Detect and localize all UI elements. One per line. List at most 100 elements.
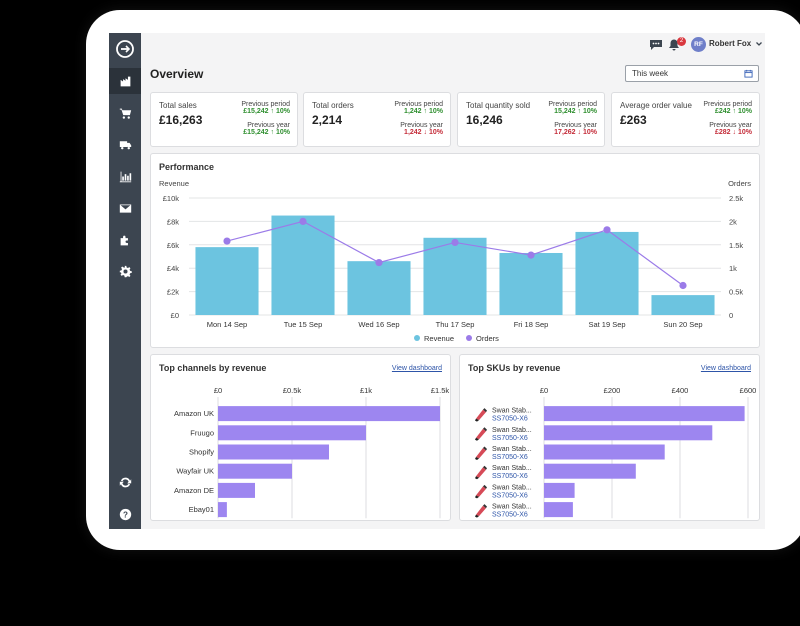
sidebar-item-sync[interactable] (109, 469, 141, 495)
revenue-bar[interactable] (218, 425, 366, 441)
y2-tick-label: 0.5k (729, 288, 743, 297)
sku-name: Swan Stab... (492, 427, 532, 434)
prev-period-amount: £15,242 (243, 108, 269, 115)
sidebar-item-settings[interactable] (109, 258, 141, 284)
kpi-prev-year: Previous year £15,242 ↑ 10% (243, 122, 290, 136)
kpi-label: Total quantity sold (466, 101, 531, 110)
skus-view-dashboard-link[interactable]: View dashboard (700, 365, 751, 372)
revenue-bar[interactable] (544, 406, 745, 422)
performance-card: Performance Revenue Orders £0 £2k £4k £6k £8… (150, 153, 760, 348)
revenue-bar[interactable] (271, 215, 335, 315)
sku-code-link[interactable]: SS7050-X6 (492, 435, 528, 442)
sku-code-link[interactable]: SS7050-X6 (492, 492, 528, 499)
kpi-prev-period: Previous period 1,242 ↑ 10% (394, 101, 443, 115)
performance-chart: £0 £2k £4k £6k £8k £10k 0 0.5k 1k 1.5k 2k 2.5k Mon 1… (163, 194, 744, 343)
app-screen: ? 2 RF Robert Fox Overview This week Tot… (109, 33, 765, 529)
skus-title: Top SKUs by revenue (468, 363, 561, 373)
revenue-bar[interactable] (544, 444, 665, 460)
revenue-bar[interactable] (544, 502, 573, 518)
category-label: Wayfair UK (176, 467, 214, 476)
prev-period-change: 10% (737, 108, 752, 115)
sku-name: Swan Stab... (492, 408, 532, 415)
orders-point[interactable] (451, 238, 459, 247)
highlighter-pen-icon (475, 465, 487, 480)
y-tick-label: £10k (163, 194, 180, 203)
prev-period-label: Previous period (394, 101, 443, 108)
revenue-bar[interactable] (218, 406, 440, 422)
prev-year-change: 10% (582, 129, 597, 136)
sidebar-item-messages[interactable] (109, 195, 141, 221)
mail-icon (119, 203, 131, 213)
y2-tick-label: 1k (729, 264, 737, 273)
chart-legend: Revenue Orders (414, 334, 499, 343)
prev-period-change: 10% (582, 108, 597, 115)
revenue-bar[interactable] (195, 247, 259, 315)
orders-point[interactable] (299, 217, 307, 225)
revenue-bar[interactable] (218, 444, 329, 460)
revenue-bar[interactable] (575, 231, 639, 315)
prev-period-value: £15,242 ↑ 10% (241, 108, 290, 115)
bell-icon[interactable] (667, 38, 681, 52)
category-label: Amazon DE (174, 486, 214, 495)
page-title: Overview (150, 67, 204, 81)
sku-code-link[interactable]: SS7050-X6 (492, 473, 528, 480)
orders-point[interactable] (527, 251, 535, 259)
y2-tick-label: 2.5k (729, 194, 743, 203)
revenue-bar[interactable] (423, 237, 487, 315)
revenue-bar[interactable] (218, 482, 255, 498)
sidebar-item-dashboard[interactable] (109, 68, 141, 94)
orders-point[interactable] (375, 258, 383, 267)
revenue-bar[interactable] (218, 463, 292, 479)
legend-label-orders: Orders (476, 334, 499, 343)
orders-point[interactable] (679, 281, 687, 290)
highlighter-pen-icon (475, 408, 487, 422)
sidebar-item-shipping[interactable] (109, 131, 141, 157)
avatar[interactable]: RF (691, 37, 706, 52)
revenue-bar[interactable] (499, 252, 563, 315)
sidebar-item-reports[interactable] (109, 163, 141, 189)
logo-icon[interactable] (113, 37, 137, 61)
x-tick-label: Sun 20 Sep (663, 320, 702, 329)
orders-point[interactable] (223, 237, 231, 245)
kpi-prev-period: Previous period 15,242 ↑ 10% (548, 101, 597, 115)
orders-point[interactable] (603, 226, 611, 234)
sku-code-link[interactable]: SS7050-X6 (492, 454, 528, 461)
kpi-prev-period: Previous period £242 ↑ 10% (703, 101, 752, 115)
x-tick-label: £1k (360, 386, 372, 395)
prev-year-label: Previous year (709, 122, 752, 129)
sidebar-item-integrations[interactable] (109, 227, 141, 253)
revenue-bar[interactable] (651, 295, 715, 315)
channels-view-dashboard-link[interactable]: View dashboard (391, 365, 442, 372)
sku-code-link[interactable]: SS7050-X6 (492, 512, 528, 519)
y2-tick-label: 0 (729, 311, 733, 320)
category-label: Amazon UK (174, 409, 214, 418)
chat-icon[interactable] (649, 38, 663, 52)
puzzle-icon (120, 235, 128, 245)
sidebar-item-orders[interactable] (109, 100, 141, 126)
x-tick-label: Fri 18 Sep (514, 320, 549, 329)
y-tick-label: £6k (167, 241, 179, 250)
channels-card: Top channels by revenue View dashboard £… (150, 354, 451, 521)
kpi-label: Total sales (159, 101, 197, 110)
legend-swatch-orders (466, 335, 472, 341)
user-name[interactable]: Robert Fox (709, 39, 752, 48)
revenue-bar[interactable] (347, 261, 411, 315)
prev-year-value: 17,262 ↓ 10% (554, 129, 597, 136)
sku-code-link[interactable]: SS7050-X6 (492, 416, 528, 423)
kpi-card: Total sales £16,263 Previous period £15,… (150, 92, 298, 147)
revenue-bar[interactable] (544, 463, 636, 479)
kpi-prev-period: Previous period £15,242 ↑ 10% (241, 101, 290, 115)
kpi-value: 2,214 (312, 113, 343, 127)
channels-title: Top channels by revenue (159, 363, 267, 373)
revenue-bar[interactable] (218, 502, 227, 518)
category-label: Fruugo (190, 428, 214, 437)
sidebar-item-help[interactable]: ? (109, 501, 141, 527)
revenue-bar[interactable] (544, 425, 713, 441)
date-range-select[interactable]: This week (625, 65, 759, 82)
revenue-bar[interactable] (544, 482, 575, 498)
chevron-down-icon[interactable] (755, 40, 763, 48)
x-tick-label: Sat 19 Sep (588, 320, 625, 329)
sync-icon (119, 477, 131, 487)
prev-year-change: 10% (275, 129, 290, 136)
